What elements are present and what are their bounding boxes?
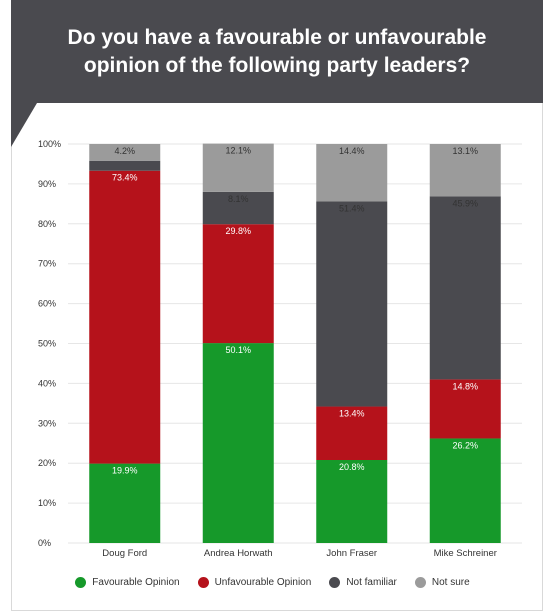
bar-segment: [89, 463, 161, 543]
data-label: 50.1%: [225, 345, 251, 355]
y-tick-label: 100%: [38, 139, 61, 149]
legend-item-unfavourable: Unfavourable Opinion: [197, 577, 312, 588]
legend-item-not-familiar: Not familiar: [329, 577, 397, 588]
data-label: 29.8%: [225, 226, 251, 236]
bar-segment: [429, 379, 501, 439]
data-label: 4.2%: [114, 146, 135, 156]
y-tick-label: 80%: [38, 219, 56, 229]
data-label: 51.4%: [339, 203, 365, 213]
bar-segment: [202, 191, 274, 225]
y-tick-label: 60%: [38, 299, 56, 309]
y-tick-label: 30%: [38, 418, 56, 428]
x-category-label: Mike Schreiner: [434, 548, 497, 559]
bar-segment: [429, 438, 501, 543]
legend-swatch-not-familiar: [329, 577, 341, 588]
bar-segment: [316, 201, 388, 407]
y-tick-label: 20%: [38, 458, 56, 468]
bar-segment: [316, 460, 388, 543]
bar-segment: [89, 170, 161, 464]
legend-item-not-sure: Not sure: [414, 577, 470, 588]
bar-segment: [89, 160, 161, 171]
data-label: 13.1%: [452, 146, 478, 156]
legend-swatch-not-sure: [414, 577, 426, 588]
legend-label-not-familiar: Not familiar: [346, 577, 397, 588]
x-category-label: Andrea Horwath: [204, 548, 273, 559]
data-label: 13.4%: [339, 409, 365, 419]
chart-title: Do you have a favourable or unfavourable…: [67, 25, 487, 77]
bar-segment: [202, 143, 274, 192]
legend-swatch-unfavourable: [197, 577, 209, 588]
data-label: 8.1%: [228, 194, 249, 204]
y-tick-label: 0%: [38, 538, 51, 548]
x-category-label: John Fraser: [326, 548, 377, 559]
data-label: 73.4%: [112, 173, 138, 183]
bar-segment: [202, 343, 274, 543]
data-label: 12.1%: [225, 146, 251, 156]
y-tick-label: 90%: [38, 179, 56, 189]
data-label: 20.8%: [339, 462, 365, 472]
data-label: 26.2%: [452, 440, 478, 450]
legend-label-favourable: Favourable Opinion: [92, 577, 180, 588]
bar-segment: [316, 144, 388, 202]
bar-segment: [202, 224, 274, 344]
chart-legend: Favourable Opinion Unfavourable Opinion …: [0, 577, 545, 588]
data-label: 45.9%: [452, 198, 478, 208]
x-category-label: Doug Ford: [102, 548, 147, 559]
bar-segment: [429, 144, 501, 197]
legend-swatch-favourable: [75, 577, 87, 588]
legend-label-unfavourable: Unfavourable Opinion: [214, 577, 312, 588]
header-fold-decoration: [11, 103, 37, 147]
legend-item-favourable: Favourable Opinion: [75, 577, 180, 588]
chart-header: Do you have a favourable or unfavourable…: [11, 0, 543, 103]
y-tick-label: 70%: [38, 259, 56, 269]
data-label: 19.9%: [112, 466, 138, 476]
bar-segment: [429, 196, 501, 380]
y-tick-label: 50%: [38, 339, 56, 349]
y-tick-label: 10%: [38, 498, 56, 508]
y-tick-label: 40%: [38, 378, 56, 388]
data-label: 14.8%: [452, 381, 478, 391]
bar-segment: [89, 144, 161, 161]
data-label: 14.4%: [339, 146, 365, 156]
bar-segment: [316, 406, 388, 461]
legend-label-not-sure: Not sure: [431, 577, 470, 588]
